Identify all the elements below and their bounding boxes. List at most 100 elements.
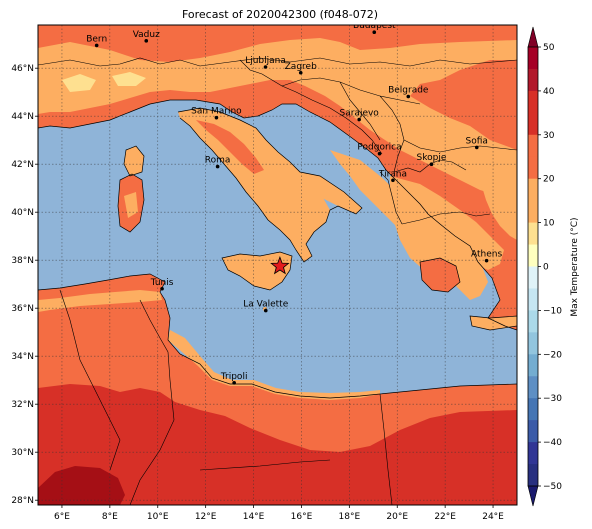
italy-land	[178, 108, 330, 262]
red-star-icon	[270, 256, 290, 275]
puglia-land	[300, 172, 362, 214]
colorbar-tick-label: −30	[543, 394, 562, 404]
colorbar-band	[528, 376, 538, 399]
lon-tick-label: 16°E	[291, 512, 313, 522]
lat-tick-label: 32°N	[11, 400, 34, 410]
city-dot	[214, 115, 219, 120]
tunisia-light-band	[38, 290, 162, 312]
city-dot	[160, 286, 164, 291]
city-label: Athens	[471, 250, 502, 260]
colorbar-band	[528, 178, 538, 202]
city-label: Podgorica	[357, 143, 401, 153]
map-frame	[37, 24, 518, 506]
colorbar-tick-label: 20	[543, 175, 555, 185]
lat-tick-label: 30°N	[11, 448, 34, 458]
colorbar-band	[528, 244, 538, 267]
lat-tick-label: 40°N	[11, 208, 34, 218]
city-dot	[484, 258, 489, 263]
lat-tick-label: 44°N	[11, 112, 34, 122]
lat-tick-label: 42°N	[11, 160, 34, 170]
alps-cool-spot-2	[112, 72, 146, 86]
city-label: Tunis	[150, 278, 174, 288]
colorbar-band	[528, 156, 538, 180]
greece-land	[390, 176, 504, 286]
colorbar-band	[528, 90, 538, 114]
city-label: Skopje	[417, 153, 447, 163]
lon-tick-label: 22°E	[434, 512, 456, 522]
lon-tick-label: 18°E	[339, 512, 361, 522]
lon-tick-label: 10°E	[147, 512, 169, 522]
alps-cool-spot	[62, 74, 96, 92]
lon-tick-label: 8°E	[102, 512, 118, 522]
colorbar-band	[528, 112, 538, 136]
colorbar-band	[528, 442, 538, 465]
aegean-islands	[480, 176, 517, 240]
city-dot	[429, 162, 434, 166]
colorbar-min-extend	[527, 485, 539, 507]
corsica-land	[124, 146, 144, 176]
lat-tick-label: 34°N	[11, 352, 34, 362]
sicily-land	[222, 252, 292, 290]
city-dot	[298, 70, 303, 75]
city-label: Belgrade	[388, 86, 429, 96]
city-label: Tirana	[378, 169, 407, 179]
city-label: Sarajevo	[340, 109, 380, 119]
lat-tick-label: 46°N	[11, 64, 34, 74]
colorbar-band	[528, 288, 538, 311]
italy-warm-zone	[196, 120, 264, 174]
colorbar-label: Max Temperature (°C)	[570, 217, 580, 316]
city-label: Budapest	[353, 21, 396, 31]
city-label: Tripoli	[220, 372, 248, 382]
colorbar-max-extend	[527, 26, 539, 48]
colorbar-band	[528, 68, 538, 92]
colorbar-tick-label: −50	[543, 482, 562, 492]
crete-land	[470, 316, 517, 330]
lon-tick-label: 20°E	[386, 512, 408, 522]
lon-tick-label: 6°E	[54, 512, 70, 522]
gridlines	[38, 25, 517, 505]
city-label: Vaduz	[133, 30, 160, 40]
colorbar: 50 40 30 20 10 0 −10 −20 −30 −40 −50	[527, 26, 562, 507]
city-dot	[391, 178, 395, 183]
lat-tick-label: 36°N	[11, 304, 34, 314]
colorbar-tick-label: 30	[543, 131, 555, 141]
colorbar-tick-label: −40	[543, 438, 562, 448]
city-label: San Marino	[191, 107, 242, 117]
city-dot	[474, 145, 479, 150]
city-dot	[357, 117, 361, 122]
colorbar-tick-label: 0	[543, 263, 549, 273]
latitude-axis: 46°N 44°N 42°N 40°N 38°N 36°N 34°N 32°N 30°N 28°N	[11, 64, 38, 506]
colorbar-band	[528, 464, 538, 487]
city-label: Roma	[205, 156, 231, 166]
colorbar-band	[528, 354, 538, 377]
colorbar-band	[528, 134, 538, 158]
city-label: La Valette	[243, 300, 288, 310]
libya-coast-band	[168, 330, 380, 400]
colorbar-band	[528, 47, 538, 70]
africa-hottest-zone	[38, 466, 125, 505]
city-dot	[263, 308, 268, 313]
lon-tick-label: 24°E	[482, 512, 504, 522]
country-borders	[38, 57, 517, 505]
city-label: Zagreb	[285, 62, 317, 72]
city-label: Bern	[86, 34, 107, 44]
colorbar-band	[528, 266, 538, 289]
colorbar-band	[528, 222, 538, 246]
colorbar-band	[528, 420, 538, 443]
city-dot	[372, 30, 377, 34]
lon-tick-label: 12°E	[195, 512, 217, 522]
colorbar-tick-label: −20	[543, 350, 562, 360]
colorbar-band	[528, 332, 538, 355]
colorbar-tick-label: −10	[543, 306, 562, 316]
peloponnese-land	[420, 258, 460, 292]
colorbar-tick-label: 50	[543, 43, 555, 53]
colorbar-band	[528, 398, 538, 421]
sardinia-light	[124, 192, 138, 218]
city-dot	[377, 151, 382, 156]
city-dot	[232, 381, 236, 385]
colorbar-tick-label: 10	[543, 219, 555, 229]
figure-title: Forecast of 2020042300 (f048-072)	[182, 8, 378, 21]
